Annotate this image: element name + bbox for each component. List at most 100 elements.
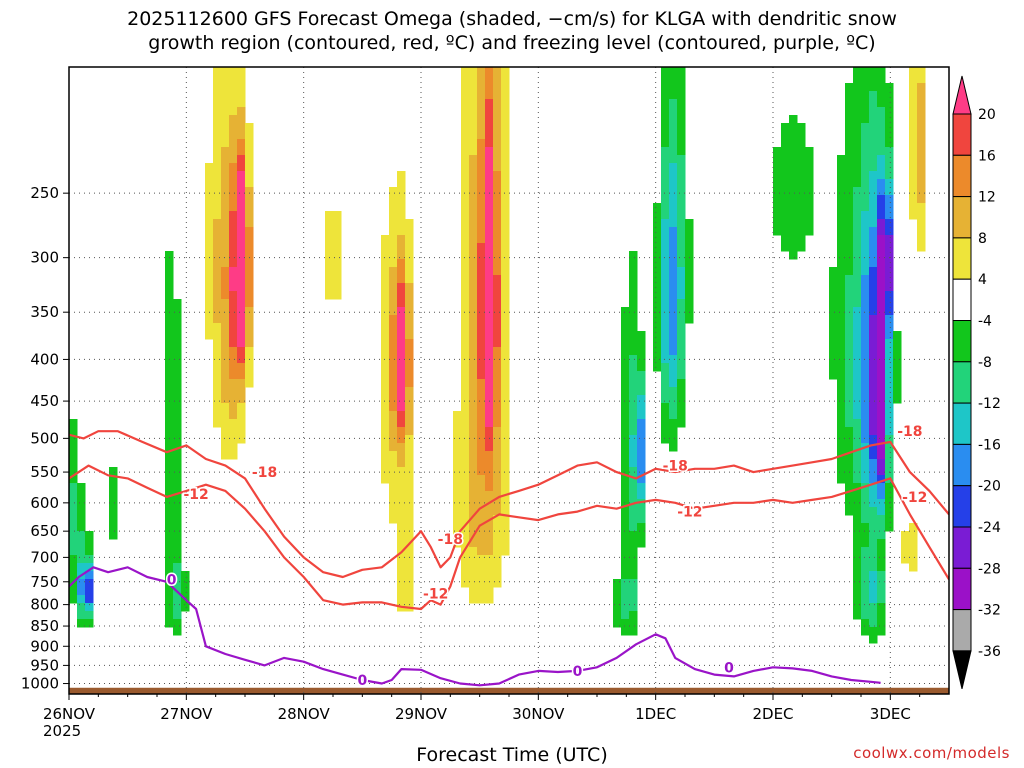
omega-cell: [237, 387, 246, 396]
omega-cell: [485, 171, 494, 180]
contour-label: -12: [183, 487, 208, 503]
omega-cell: [397, 307, 406, 316]
omega-cell: [877, 299, 886, 308]
omega-cell: [469, 523, 478, 532]
omega-cell: [837, 363, 846, 372]
omega-cell: [877, 211, 886, 220]
omega-cell: [669, 291, 678, 300]
omega-cell: [837, 443, 846, 452]
omega-cell: [677, 291, 686, 300]
omega-cell: [829, 339, 838, 348]
omega-cell: [845, 475, 854, 484]
omega-cell: [205, 267, 214, 276]
omega-cell: [173, 363, 182, 372]
omega-cell: [861, 419, 870, 428]
omega-cell: [461, 387, 470, 396]
omega-cell: [213, 291, 222, 300]
omega-cell: [469, 467, 478, 476]
omega-cell: [77, 483, 86, 492]
omega-cell: [837, 299, 846, 308]
omega-cell: [397, 355, 406, 364]
omega-cell: [501, 387, 510, 396]
omega-cell: [237, 315, 246, 324]
omega-cell: [205, 251, 214, 260]
omega-cell: [469, 427, 478, 436]
omega-cell: [205, 211, 214, 220]
omega-cell: [845, 307, 854, 316]
omega-cell: [669, 395, 678, 404]
omega-cell: [485, 547, 494, 556]
omega-cell: [469, 507, 478, 516]
omega-cell: [469, 211, 478, 220]
omega-cell: [461, 323, 470, 332]
omega-cell: [677, 355, 686, 364]
omega-cell: [837, 435, 846, 444]
omega-cell: [829, 275, 838, 284]
omega-cell: [493, 475, 502, 484]
omega-cell: [237, 363, 246, 372]
omega-cell: [229, 171, 238, 180]
omega-cell: [861, 539, 870, 548]
omega-cell: [629, 315, 638, 324]
omega-cell: [837, 387, 846, 396]
omega-cell: [677, 139, 686, 148]
omega-cell: [893, 347, 902, 356]
omega-cell: [461, 147, 470, 156]
omega-cell: [853, 251, 862, 260]
omega-cell: [221, 203, 230, 212]
omega-cell: [629, 323, 638, 332]
omega-cell: [869, 379, 878, 388]
omega-cell: [501, 323, 510, 332]
omega-cell: [877, 179, 886, 188]
omega-cell: [917, 227, 926, 236]
omega-cell: [205, 299, 214, 308]
omega-cell: [477, 307, 486, 316]
omega-cell: [173, 563, 182, 572]
omega-cell: [789, 243, 798, 252]
omega-cell: [229, 139, 238, 148]
omega-cell: [829, 307, 838, 316]
omega-cell: [461, 211, 470, 220]
omega-cell: [381, 347, 390, 356]
omega-cell: [613, 595, 622, 604]
omega-cell: [661, 67, 670, 76]
omega-cell: [461, 499, 470, 508]
omega-cell: [213, 219, 222, 228]
omega-cell: [861, 155, 870, 164]
omega-cell: [845, 139, 854, 148]
omega-cell: [389, 291, 398, 300]
omega-cell: [485, 491, 494, 500]
omega-cell: [885, 155, 894, 164]
omega-cell: [637, 379, 646, 388]
omega-cell: [237, 179, 246, 188]
omega-cell: [333, 259, 342, 268]
omega-cell: [389, 395, 398, 404]
omega-cell: [877, 555, 886, 564]
omega-cell: [405, 443, 414, 452]
omega-cell: [229, 115, 238, 124]
omega-cell: [245, 243, 254, 252]
omega-cell: [397, 435, 406, 444]
omega-cell: [861, 363, 870, 372]
omega-cell: [501, 155, 510, 164]
omega-cell: [389, 403, 398, 412]
omega-cell: [917, 187, 926, 196]
omega-cell: [917, 139, 926, 148]
omega-cell: [245, 195, 254, 204]
omega-cell: [669, 75, 678, 84]
omega-cell: [485, 467, 494, 476]
omega-cell: [381, 475, 390, 484]
omega-cell: [661, 387, 670, 396]
omega-cell: [853, 91, 862, 100]
omega-cell: [861, 315, 870, 324]
contour-label: -18: [897, 424, 922, 440]
credit-link[interactable]: coolwx.com/models: [853, 744, 1010, 762]
omega-cell: [917, 235, 926, 244]
omega-cell: [853, 547, 862, 556]
omega-cell: [165, 275, 174, 284]
omega-cell: [637, 363, 646, 372]
omega-cell: [869, 451, 878, 460]
omega-cell: [453, 435, 462, 444]
omega-cell: [853, 83, 862, 92]
omega-cell: [461, 363, 470, 372]
